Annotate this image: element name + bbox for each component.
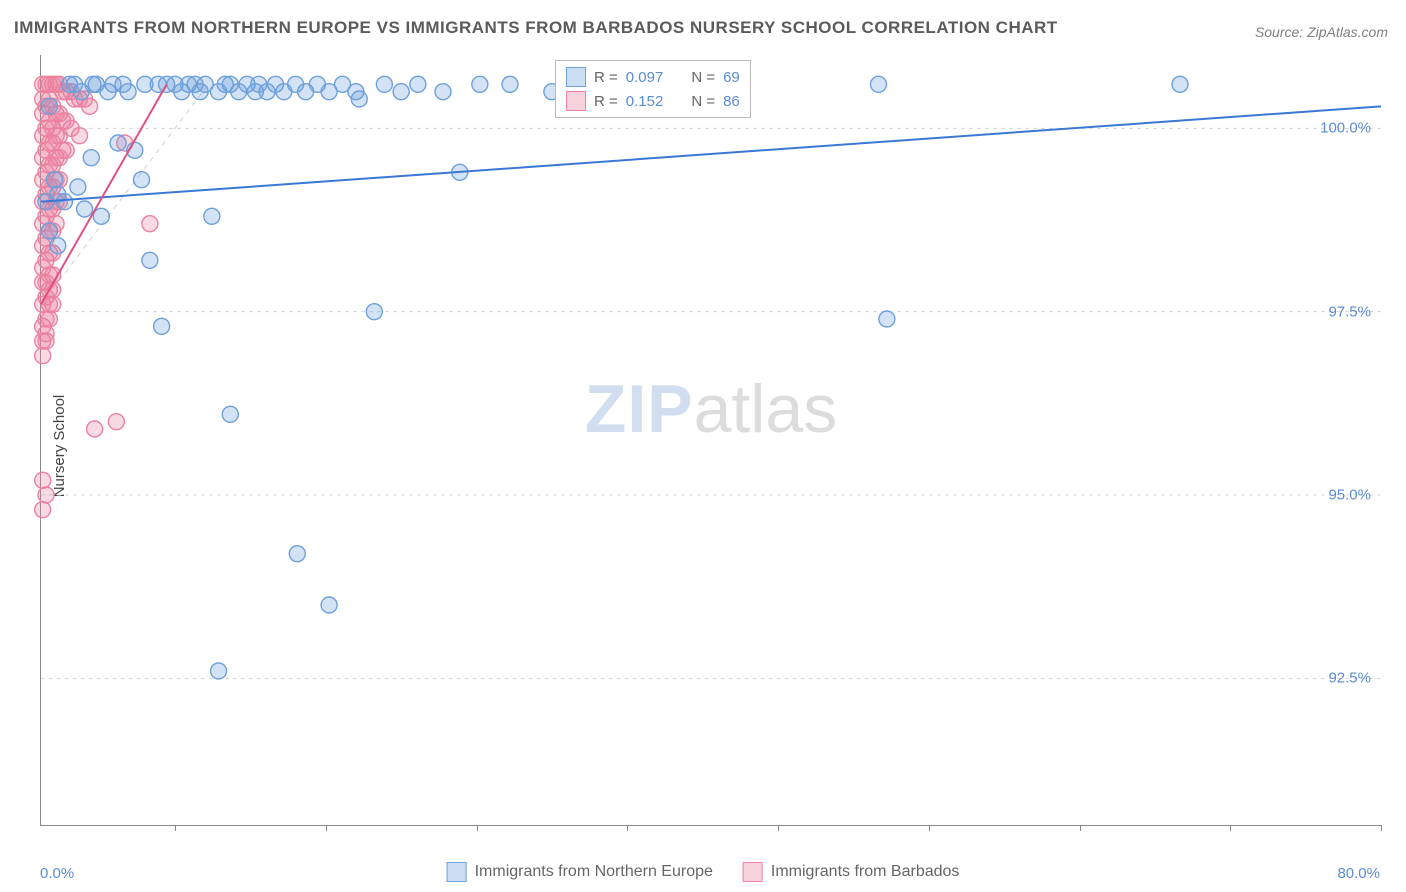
chart-title: IMMIGRANTS FROM NORTHERN EUROPE VS IMMIG… (14, 18, 1058, 38)
x-tick (1381, 825, 1382, 831)
y-tick-label: 97.5% (1328, 303, 1371, 320)
series-legend-item-pink: Immigrants from Barbados (743, 862, 960, 882)
x-tick (1230, 825, 1231, 831)
swatch-pink-icon (743, 862, 763, 882)
x-tick (778, 825, 779, 831)
x-tick (627, 825, 628, 831)
n-value-pink: 86 (723, 93, 740, 110)
n-label: N = (691, 69, 715, 86)
r-value-blue: 0.097 (626, 69, 664, 86)
stats-legend-box: R = 0.097 N = 69 R = 0.152 N = 86 (555, 60, 751, 118)
x-tick (1080, 825, 1081, 831)
r-value-pink: 0.152 (626, 93, 664, 110)
swatch-blue-icon (447, 862, 467, 882)
n-value-blue: 69 (723, 69, 740, 86)
y-tick-label: 92.5% (1328, 670, 1371, 687)
plot-svg (41, 55, 1381, 825)
x-axis-max-label: 80.0% (1337, 865, 1380, 882)
y-tick-label: 100.0% (1320, 120, 1371, 137)
source-attribution: Source: ZipAtlas.com (1255, 24, 1388, 40)
x-tick (929, 825, 930, 831)
swatch-pink-icon (566, 91, 586, 111)
x-tick (326, 825, 327, 831)
y-tick-label: 95.0% (1328, 487, 1371, 504)
r-label-2: R = (594, 93, 618, 110)
x-tick (477, 825, 478, 831)
stats-legend-row-blue: R = 0.097 N = 69 (566, 65, 740, 89)
n-label-2: N = (691, 93, 715, 110)
x-axis-min-label: 0.0% (40, 865, 74, 882)
series-name-pink: Immigrants from Barbados (771, 863, 960, 881)
swatch-blue-icon (566, 67, 586, 87)
series-legend: Immigrants from Northern Europe Immigran… (447, 862, 960, 882)
chart-container: IMMIGRANTS FROM NORTHERN EUROPE VS IMMIG… (0, 0, 1406, 892)
series-name-blue: Immigrants from Northern Europe (475, 863, 713, 881)
r-label: R = (594, 69, 618, 86)
x-tick (175, 825, 176, 831)
stats-legend-row-pink: R = 0.152 N = 86 (566, 89, 740, 113)
series-legend-item-blue: Immigrants from Northern Europe (447, 862, 713, 882)
plot-area: ZIPatlas 92.5%95.0%97.5%100.0% (40, 55, 1381, 826)
